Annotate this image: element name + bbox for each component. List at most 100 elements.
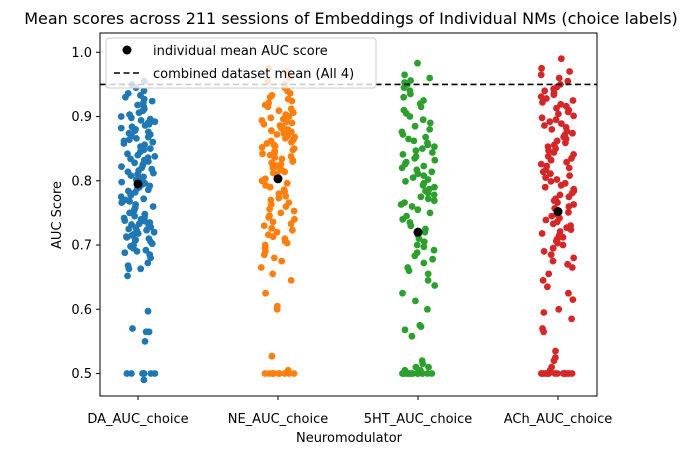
x-axis: DA_AUC_choice NE_AUC_choice 5HT_AUC_choice…	[87, 396, 612, 427]
data-point	[557, 55, 565, 63]
data-point	[406, 87, 414, 95]
data-point	[541, 87, 549, 95]
data-point	[140, 370, 148, 377]
data-point	[148, 165, 156, 173]
data-point	[399, 289, 406, 297]
data-point	[546, 118, 554, 126]
data-point	[541, 122, 548, 129]
data-point	[424, 139, 431, 147]
data-point	[426, 74, 434, 82]
mean-marker	[553, 207, 563, 217]
data-point	[548, 125, 556, 133]
data-point	[141, 338, 149, 345]
data-point	[424, 305, 431, 313]
data-point	[398, 128, 406, 136]
data-point	[275, 107, 283, 115]
data-point	[565, 289, 572, 297]
data-point	[401, 199, 408, 207]
data-point	[429, 149, 436, 156]
y-tick-label: 0.8	[71, 174, 92, 189]
data-point	[408, 203, 416, 210]
data-point	[268, 370, 276, 377]
data-point	[420, 259, 428, 267]
data-point	[428, 168, 436, 176]
data-point	[539, 325, 546, 332]
data-point	[117, 193, 125, 201]
data-point	[542, 174, 549, 182]
data-point	[259, 150, 266, 158]
data-point	[565, 208, 572, 216]
data-point	[409, 174, 417, 182]
data-point	[431, 282, 439, 289]
data-point	[265, 231, 272, 239]
data-point	[555, 110, 562, 118]
means-layer	[133, 174, 563, 237]
data-point	[402, 178, 409, 185]
data-point	[142, 246, 150, 254]
data-point	[555, 74, 563, 82]
data-point	[146, 251, 154, 259]
data-point	[401, 366, 409, 374]
data-point	[273, 131, 281, 138]
data-point	[408, 332, 416, 340]
data-point	[284, 366, 292, 374]
data-point	[570, 201, 578, 208]
data-point	[420, 97, 427, 104]
x-tick-label: ACh_AUC_choice	[504, 412, 613, 427]
data-point	[564, 260, 571, 268]
legend-label-individual: individual mean AUC score	[153, 44, 328, 59]
data-point	[140, 87, 148, 95]
data-point	[405, 135, 412, 143]
data-point	[277, 160, 285, 168]
data-point	[147, 370, 155, 377]
data-point	[538, 64, 545, 72]
data-point	[399, 151, 407, 158]
data-point	[128, 123, 136, 131]
data-point	[565, 164, 573, 172]
data-point	[420, 172, 428, 180]
data-point	[548, 363, 555, 371]
data-point	[540, 309, 548, 316]
data-point	[290, 370, 298, 377]
data-point	[148, 97, 156, 105]
data-point	[262, 175, 269, 183]
data-point	[413, 241, 421, 249]
data-point	[412, 147, 420, 155]
data-point	[141, 210, 149, 218]
data-point	[288, 119, 296, 127]
data-point	[270, 254, 278, 262]
legend-label-combined: combined dataset mean (All 4)	[153, 67, 354, 82]
data-point	[120, 137, 128, 145]
data-point	[431, 143, 438, 151]
data-point	[267, 137, 275, 145]
chart-title: Mean scores across 211 sessions of Embed…	[24, 9, 678, 28]
points-layer	[117, 55, 578, 384]
data-point	[416, 321, 424, 329]
data-point	[562, 124, 570, 131]
data-point	[537, 160, 545, 168]
data-point	[146, 115, 154, 123]
data-point	[269, 270, 277, 278]
x-tick-label: 5HT_AUC_choice	[364, 412, 473, 427]
data-point	[117, 113, 125, 120]
data-point	[276, 122, 284, 129]
data-point	[429, 255, 436, 263]
data-point	[538, 230, 546, 237]
data-point	[419, 145, 426, 153]
data-point	[285, 199, 293, 207]
data-point	[418, 357, 426, 365]
data-point	[404, 264, 412, 271]
data-point	[568, 315, 575, 323]
legend-box	[105, 37, 377, 89]
data-point	[412, 363, 420, 371]
y-tick-label: 0.5	[71, 367, 92, 382]
data-point	[553, 176, 561, 183]
data-point	[124, 168, 132, 176]
data-point	[538, 114, 546, 122]
data-point	[132, 236, 140, 244]
data-point	[267, 114, 275, 122]
data-point	[145, 128, 152, 136]
data-point	[413, 249, 421, 257]
data-point	[549, 257, 557, 265]
data-point	[137, 117, 145, 124]
